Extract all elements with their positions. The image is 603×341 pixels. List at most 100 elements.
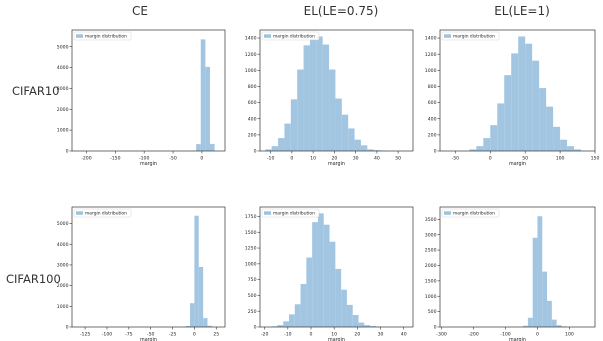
histogram-bar	[341, 114, 349, 151]
histogram-bar	[185, 325, 191, 327]
histogram-bar	[306, 257, 313, 327]
x-tick-label: 100	[565, 332, 574, 338]
histogram-bar	[335, 98, 342, 151]
y-tick-label: 4000	[57, 65, 69, 71]
legend-label: margin distribution	[85, 34, 127, 40]
histogram-bar	[317, 213, 324, 327]
bars	[265, 36, 387, 152]
legend-swatch	[264, 211, 271, 215]
histogram-bar	[546, 106, 554, 151]
bars	[271, 213, 382, 327]
x-tick-label: -50	[169, 156, 177, 162]
histogram-bar	[316, 36, 323, 152]
y-tick-label: 1000	[57, 304, 69, 310]
legend-swatch	[264, 34, 271, 38]
legend-swatch	[444, 211, 451, 215]
y-tick-label: 1000	[425, 68, 437, 74]
histogram-bar	[504, 75, 512, 151]
y-tick-label: 500	[428, 309, 437, 315]
histogram-bar	[271, 146, 279, 151]
legend-label: margin distribution	[273, 34, 315, 40]
legend-swatch	[76, 211, 83, 215]
x-tick-label: -100	[500, 332, 511, 338]
axes-frame	[439, 206, 596, 328]
y-tick-label: 3500	[425, 217, 437, 223]
histogram-bar	[303, 45, 310, 151]
histogram-bar	[278, 138, 285, 151]
x-tick-label: -20	[261, 332, 269, 338]
x-tick-label: 10	[331, 332, 337, 338]
column-title-ce: CE	[132, 4, 148, 18]
y-tick-label: 2000	[57, 107, 69, 113]
x-tick-label: 0	[536, 332, 539, 338]
y-tick-label: 200	[428, 132, 437, 138]
y-tick-label: 750	[248, 277, 257, 283]
y-tick-label: 1000	[245, 68, 257, 74]
histogram-bar	[539, 88, 547, 151]
y-tick-label: 2000	[57, 283, 69, 289]
y-tick-label: 1200	[425, 52, 437, 58]
axes-frame	[439, 29, 596, 152]
histogram-bar	[284, 123, 291, 151]
x-tick-label: 40	[374, 156, 380, 162]
y-tick-label: 400	[428, 116, 437, 122]
histogram-bar	[346, 304, 353, 327]
y-tick-label: 3000	[425, 232, 437, 238]
histogram-bar	[322, 44, 330, 151]
histogram-bar	[209, 143, 215, 151]
y-tick-label: 0	[254, 325, 257, 331]
histogram-bar	[511, 53, 519, 151]
x-tick-label: 30	[353, 156, 359, 162]
histogram-bar	[542, 271, 548, 327]
histogram-bar	[277, 325, 284, 327]
legend-label: margin distribution	[453, 34, 495, 40]
y-tick-label: 0	[434, 149, 437, 155]
x-axis-label: margin	[328, 337, 345, 341]
x-tick-label: 10	[310, 156, 316, 162]
column-title-el1: EL(LE=1)	[494, 4, 550, 18]
histogram-bar	[567, 146, 575, 151]
y-tick-label: 3000	[57, 263, 69, 269]
legend: margin distribution	[261, 31, 320, 41]
histogram-bar	[335, 268, 342, 327]
axes-frame	[259, 206, 414, 328]
y-tick-label: 1750	[245, 214, 257, 220]
bars	[185, 215, 212, 327]
x-tick-label: 25	[213, 332, 219, 338]
histogram-bar	[294, 304, 301, 327]
y-tick-label: 400	[248, 116, 257, 122]
x-tick-label: 0	[290, 156, 293, 162]
y-tick-label: 1200	[245, 52, 257, 58]
histogram-bar	[370, 326, 376, 327]
x-tick-label: -100	[102, 332, 113, 338]
legend-box	[441, 31, 500, 41]
x-tick-label: -200	[468, 332, 479, 338]
histogram-bar	[523, 325, 528, 327]
x-tick-label: -200	[81, 156, 92, 162]
histogram-bar	[532, 237, 538, 327]
legend-swatch	[444, 34, 451, 38]
histogram-bar	[309, 38, 317, 152]
x-tick-label: 0	[193, 332, 196, 338]
x-tick-label: 20	[354, 332, 360, 338]
histogram-bar	[207, 325, 212, 327]
x-tick-label: -100	[139, 156, 150, 162]
x-tick-label: -125	[80, 332, 91, 338]
x-axis-label: margin	[140, 337, 157, 341]
x-axis-label: margin	[509, 337, 526, 341]
histogram-bar	[194, 215, 199, 327]
y-tick-label: 600	[248, 100, 257, 106]
y-tick-label: 200	[248, 132, 257, 138]
y-tick-label: 2500	[425, 248, 437, 254]
y-tick-label: 1000	[57, 128, 69, 134]
legend: margin distribution	[73, 31, 132, 41]
histogram-bar	[560, 139, 568, 151]
histogram-bar	[196, 144, 201, 151]
histogram-bar	[348, 128, 355, 151]
histogram-bar	[203, 318, 208, 327]
x-tick-label: -300	[436, 332, 447, 338]
histogram-bar	[200, 39, 206, 151]
